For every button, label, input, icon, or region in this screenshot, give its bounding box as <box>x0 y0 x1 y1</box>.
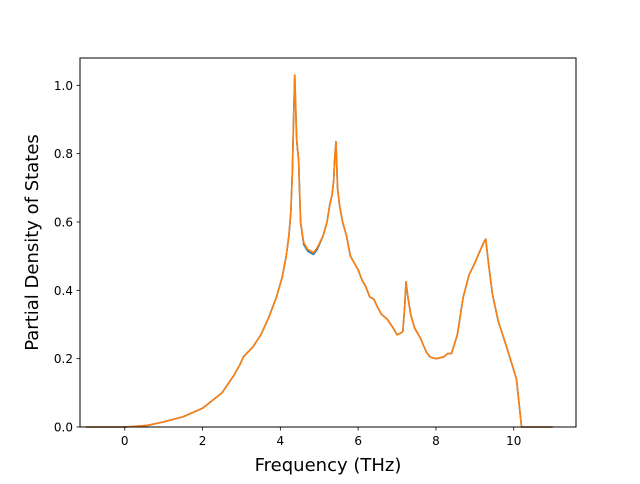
series-line-2 <box>85 74 553 428</box>
x-tick-label: 2 <box>199 434 207 448</box>
x-tick-label: 10 <box>506 434 521 448</box>
y-tick-label: 0.0 <box>54 421 73 435</box>
y-tick-label: 0.2 <box>54 352 73 366</box>
ticks-layer: 0 2 4 6 8 10 0.0 0.2 0.4 0.6 0.8 1.0 <box>54 79 521 448</box>
x-axis-label: Frequency (THz) <box>255 455 402 476</box>
y-tick-label: 1.0 <box>54 79 73 93</box>
y-axis-label: Partial Density of States <box>22 134 43 351</box>
plot-frame <box>79 57 577 428</box>
y-tick-label: 0.8 <box>54 147 73 161</box>
x-tick-label: 8 <box>432 434 440 448</box>
x-tick-label: 4 <box>277 434 285 448</box>
x-tick-label: 0 <box>121 434 129 448</box>
series-line-1 <box>85 74 553 428</box>
series-layer <box>85 74 553 428</box>
x-tick-label: 6 <box>354 434 362 448</box>
y-tick-label: 0.4 <box>54 284 73 298</box>
y-tick-label: 0.6 <box>54 216 73 230</box>
